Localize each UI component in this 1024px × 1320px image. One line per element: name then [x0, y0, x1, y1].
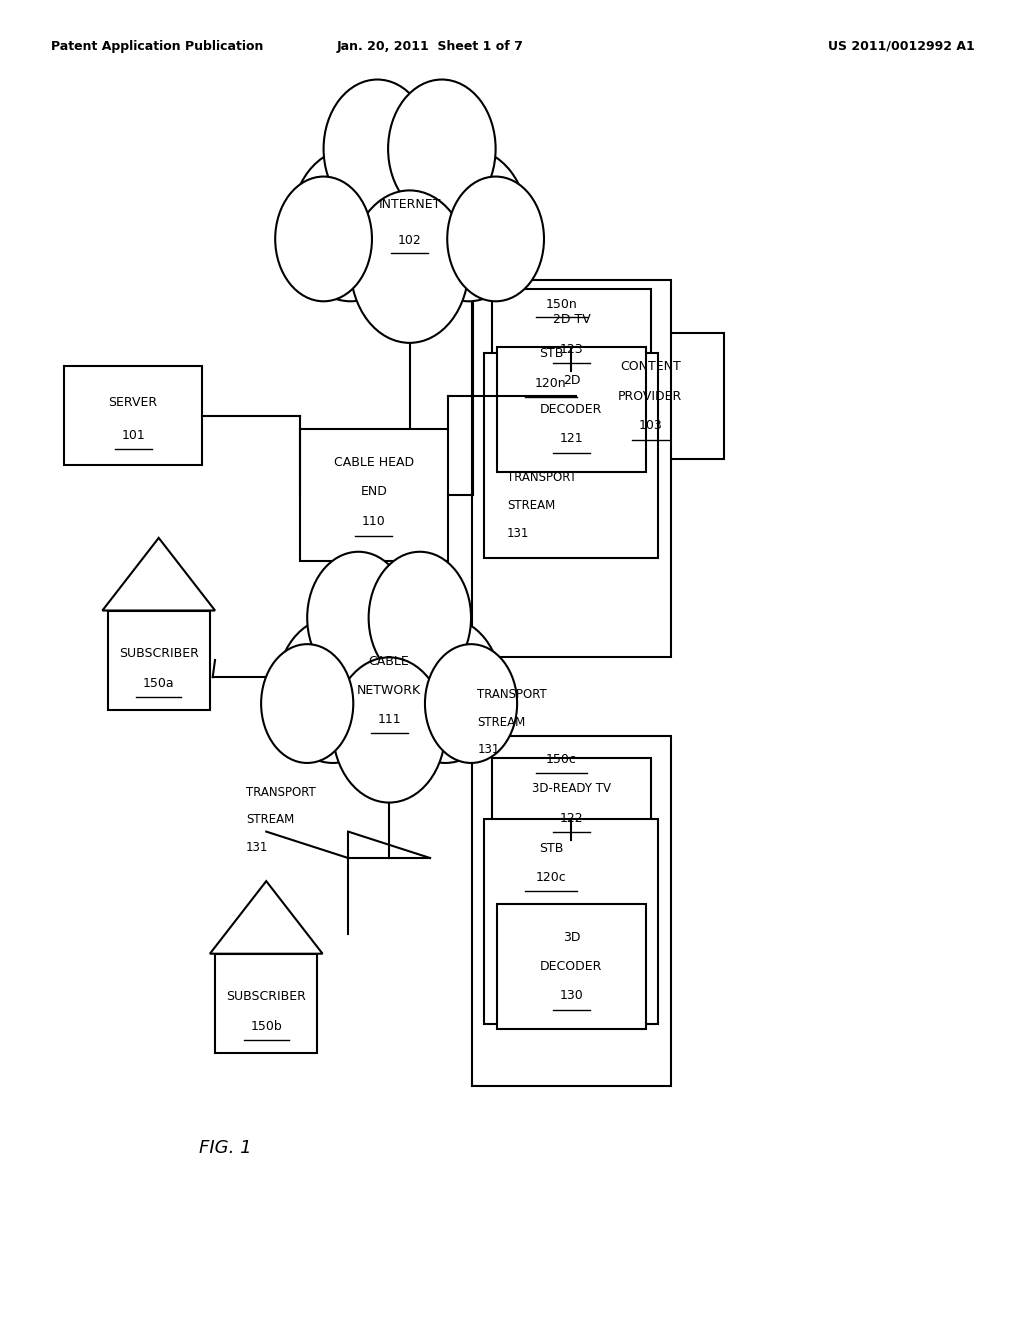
Text: 100: 100: [418, 132, 442, 145]
Circle shape: [388, 79, 496, 218]
Bar: [498, 903, 646, 1030]
Circle shape: [389, 618, 502, 763]
Circle shape: [369, 552, 471, 684]
Bar: [575, 334, 725, 459]
Text: 110: 110: [361, 515, 386, 528]
Text: 2D TV: 2D TV: [553, 313, 590, 326]
Text: NETWORK: NETWORK: [357, 684, 421, 697]
Bar: [484, 352, 658, 557]
Bar: [299, 429, 449, 561]
Text: 3D: 3D: [562, 931, 581, 944]
Circle shape: [425, 644, 517, 763]
Bar: [471, 737, 672, 1085]
Polygon shape: [102, 539, 215, 610]
Circle shape: [276, 618, 389, 763]
Text: 101: 101: [121, 429, 145, 442]
Text: END: END: [360, 484, 387, 498]
Circle shape: [333, 657, 445, 803]
Text: 150b: 150b: [250, 1020, 283, 1034]
Text: TRANSPORT: TRANSPORT: [507, 471, 577, 484]
Text: DECODER: DECODER: [541, 960, 602, 973]
Text: SUBSCRIBER: SUBSCRIBER: [226, 990, 306, 1003]
Bar: [108, 610, 210, 710]
Bar: [471, 281, 672, 656]
Bar: [498, 347, 646, 473]
Text: 150a: 150a: [143, 677, 174, 690]
Text: 131: 131: [246, 841, 268, 854]
Text: Jan. 20, 2011  Sheet 1 of 7: Jan. 20, 2011 Sheet 1 of 7: [337, 40, 523, 53]
Text: CABLE: CABLE: [369, 655, 410, 668]
Bar: [63, 366, 203, 465]
Text: 120c: 120c: [536, 871, 566, 884]
Bar: [215, 953, 317, 1053]
Text: STB: STB: [539, 842, 563, 855]
Circle shape: [447, 177, 544, 301]
Circle shape: [307, 552, 410, 684]
Text: 150n: 150n: [545, 298, 578, 310]
Polygon shape: [210, 882, 323, 953]
Text: STREAM: STREAM: [507, 499, 555, 512]
Text: TRANSPORT: TRANSPORT: [477, 688, 547, 701]
Text: INTERNET: INTERNET: [379, 198, 440, 211]
Circle shape: [410, 149, 528, 301]
Text: TRANSPORT: TRANSPORT: [246, 785, 315, 799]
Text: 2D: 2D: [562, 374, 581, 387]
Bar: [484, 818, 658, 1024]
Text: 121: 121: [559, 432, 584, 445]
Bar: [493, 758, 651, 840]
Text: US 2011/0012992 A1: US 2011/0012992 A1: [827, 40, 975, 53]
Circle shape: [275, 177, 372, 301]
Text: 130: 130: [559, 989, 584, 1002]
Circle shape: [324, 79, 431, 218]
Circle shape: [317, 572, 461, 756]
Circle shape: [291, 149, 410, 301]
Text: 120n: 120n: [536, 378, 566, 389]
Circle shape: [350, 190, 469, 343]
Bar: [493, 289, 651, 371]
Text: 122: 122: [559, 812, 584, 825]
Text: CABLE HEAD: CABLE HEAD: [334, 455, 414, 469]
Text: 123: 123: [559, 343, 584, 356]
Text: CONTENT: CONTENT: [620, 360, 681, 374]
Text: 103: 103: [638, 418, 663, 432]
Text: Patent Application Publication: Patent Application Publication: [51, 40, 263, 53]
Text: STREAM: STREAM: [477, 715, 525, 729]
Text: 3D-READY TV: 3D-READY TV: [531, 781, 611, 795]
Circle shape: [261, 644, 353, 763]
Text: STB: STB: [539, 347, 563, 359]
Text: DECODER: DECODER: [541, 403, 602, 416]
Text: 150c: 150c: [546, 754, 577, 766]
Text: 102: 102: [397, 234, 422, 247]
Text: SERVER: SERVER: [109, 396, 158, 409]
Text: SUBSCRIBER: SUBSCRIBER: [119, 647, 199, 660]
Text: 111: 111: [377, 713, 401, 726]
Text: PROVIDER: PROVIDER: [618, 389, 682, 403]
Text: STREAM: STREAM: [246, 813, 294, 826]
Text: FIG. 1: FIG. 1: [199, 1139, 252, 1158]
Text: 131: 131: [477, 743, 500, 756]
Circle shape: [334, 100, 485, 294]
Text: 131: 131: [507, 527, 529, 540]
